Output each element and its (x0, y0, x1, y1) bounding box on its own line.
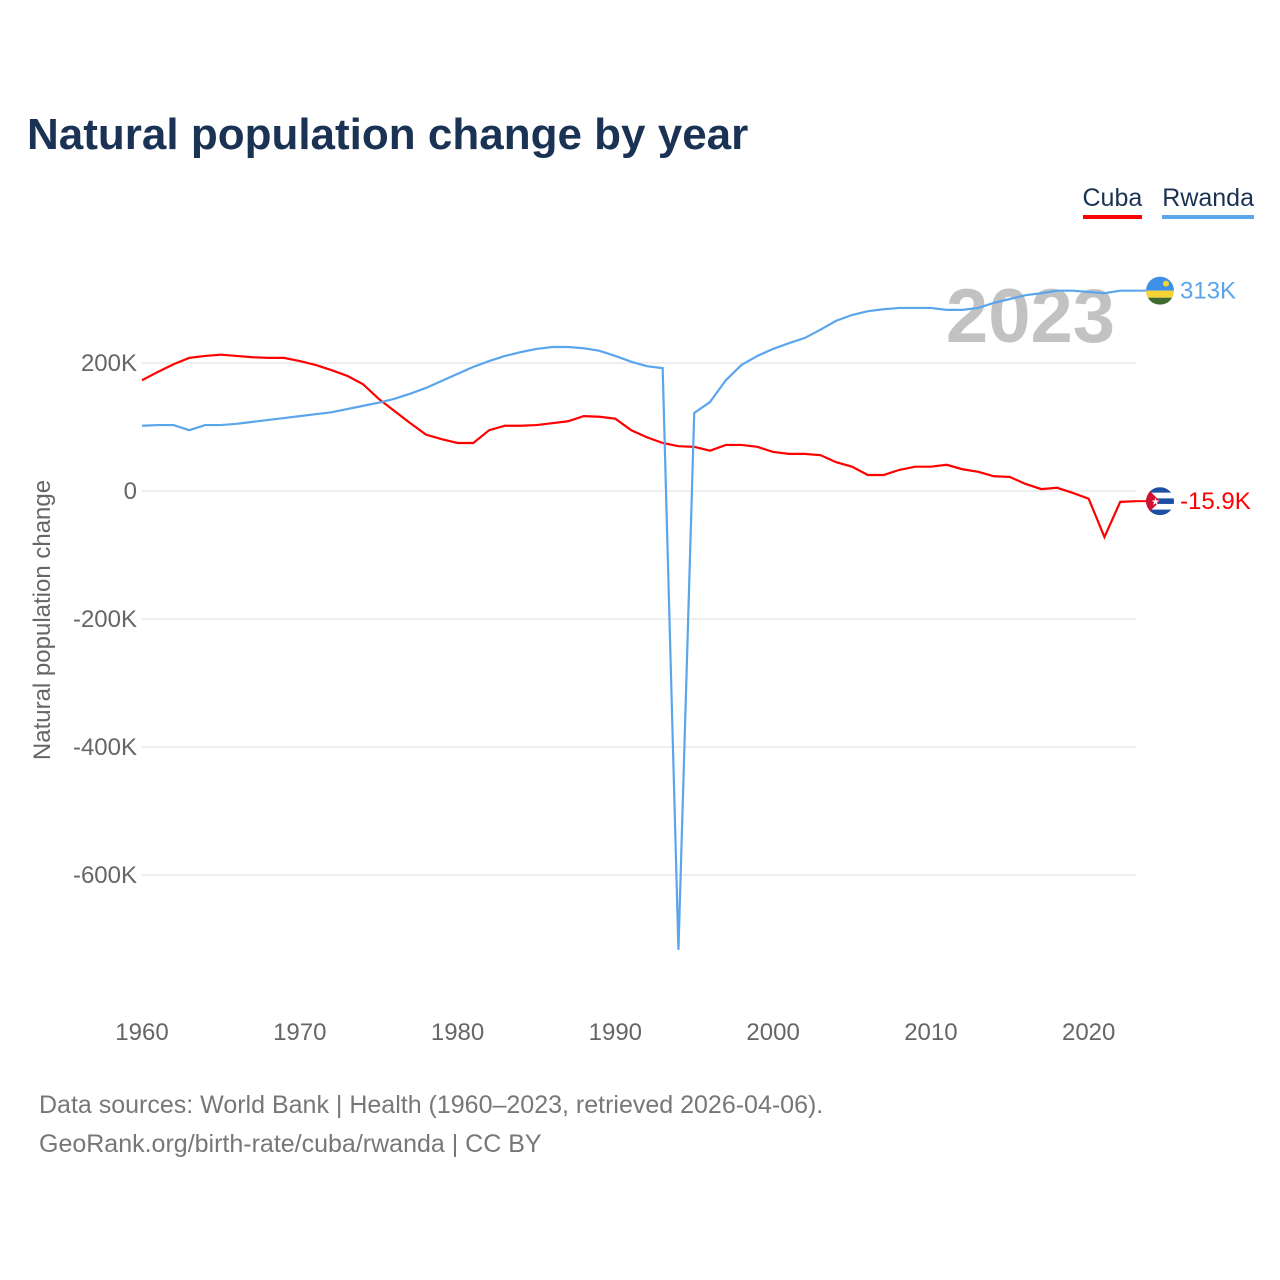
x-tick-label: 2020 (1062, 1019, 1115, 1046)
x-tick-label: 1970 (273, 1019, 326, 1046)
chart-title: Natural population change by year (27, 110, 749, 159)
x-tick-label: 2010 (904, 1019, 957, 1046)
series-line-rwanda[interactable] (141, 289, 1136, 950)
series-line-cuba[interactable] (141, 353, 1137, 540)
legend-item-rwanda[interactable]: Rwanda (1162, 184, 1254, 219)
year-watermark: 2023 (946, 274, 1115, 359)
legend: Cuba Rwanda (1082, 184, 1254, 219)
y-tick-label: -600K (73, 862, 137, 889)
y-tick-label: -400K (73, 734, 137, 761)
x-tick-label: 1980 (431, 1019, 484, 1046)
x-tick-label: 1960 (115, 1019, 168, 1046)
y-tick-label: 200K (81, 350, 137, 377)
end-value-label: -15.9K (1180, 488, 1251, 515)
legend-item-cuba[interactable]: Cuba (1082, 184, 1143, 219)
rwanda-flag-icon (1146, 276, 1174, 305)
x-tick-label: 1990 (589, 1019, 642, 1046)
y-axis-label: Natural population change (29, 480, 56, 760)
footer-sources: Data sources: World Bank | Health (1960–… (39, 1091, 824, 1119)
x-tick-label: 2000 (746, 1019, 799, 1046)
y-tick-label: -200K (73, 606, 137, 633)
cuba-flag-icon: ★ (1146, 487, 1174, 516)
y-tick-label: 0 (124, 478, 137, 505)
footer-link[interactable]: GeoRank.org/birth-rate/cuba/rwanda | CC … (39, 1130, 542, 1158)
svg-text:★: ★ (1151, 497, 1160, 508)
end-value-label: 313K (1180, 278, 1236, 305)
footer: Data sources: World Bank | Health (1960–… (39, 1086, 823, 1164)
